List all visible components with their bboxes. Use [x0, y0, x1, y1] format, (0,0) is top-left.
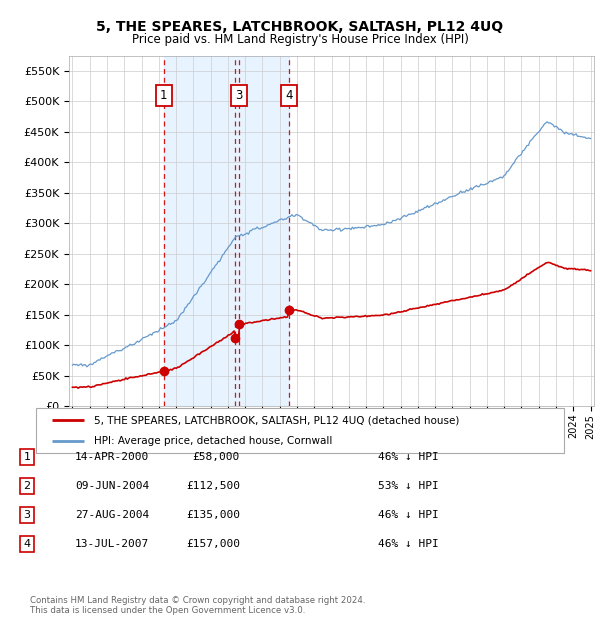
- Text: 2: 2: [23, 481, 31, 491]
- Text: £135,000: £135,000: [186, 510, 240, 520]
- Text: 46% ↓ HPI: 46% ↓ HPI: [378, 539, 439, 549]
- Text: 46% ↓ HPI: 46% ↓ HPI: [378, 452, 439, 462]
- Text: 09-JUN-2004: 09-JUN-2004: [75, 481, 149, 491]
- Text: 53% ↓ HPI: 53% ↓ HPI: [378, 481, 439, 491]
- Bar: [164, 56, 289, 406]
- Text: 4: 4: [23, 539, 31, 549]
- Text: 1: 1: [160, 89, 167, 102]
- Text: 13-JUL-2007: 13-JUL-2007: [75, 539, 149, 549]
- Text: 46% ↓ HPI: 46% ↓ HPI: [378, 510, 439, 520]
- Text: HPI: Average price, detached house, Cornwall: HPI: Average price, detached house, Corn…: [94, 436, 332, 446]
- Text: 27-AUG-2004: 27-AUG-2004: [75, 510, 149, 520]
- Text: Contains HM Land Registry data © Crown copyright and database right 2024.
This d: Contains HM Land Registry data © Crown c…: [30, 596, 365, 615]
- Text: 14-APR-2000: 14-APR-2000: [75, 452, 149, 462]
- Text: 5, THE SPEARES, LATCHBROOK, SALTASH, PL12 4UQ (detached house): 5, THE SPEARES, LATCHBROOK, SALTASH, PL1…: [94, 415, 460, 425]
- Text: 4: 4: [285, 89, 293, 102]
- Text: 1: 1: [23, 452, 31, 462]
- Text: 5, THE SPEARES, LATCHBROOK, SALTASH, PL12 4UQ: 5, THE SPEARES, LATCHBROOK, SALTASH, PL1…: [97, 20, 503, 35]
- Text: £112,500: £112,500: [186, 481, 240, 491]
- FancyBboxPatch shape: [36, 408, 564, 453]
- Text: 3: 3: [23, 510, 31, 520]
- Text: 3: 3: [235, 89, 243, 102]
- Text: Price paid vs. HM Land Registry's House Price Index (HPI): Price paid vs. HM Land Registry's House …: [131, 33, 469, 46]
- Text: £58,000: £58,000: [193, 452, 240, 462]
- Text: £157,000: £157,000: [186, 539, 240, 549]
